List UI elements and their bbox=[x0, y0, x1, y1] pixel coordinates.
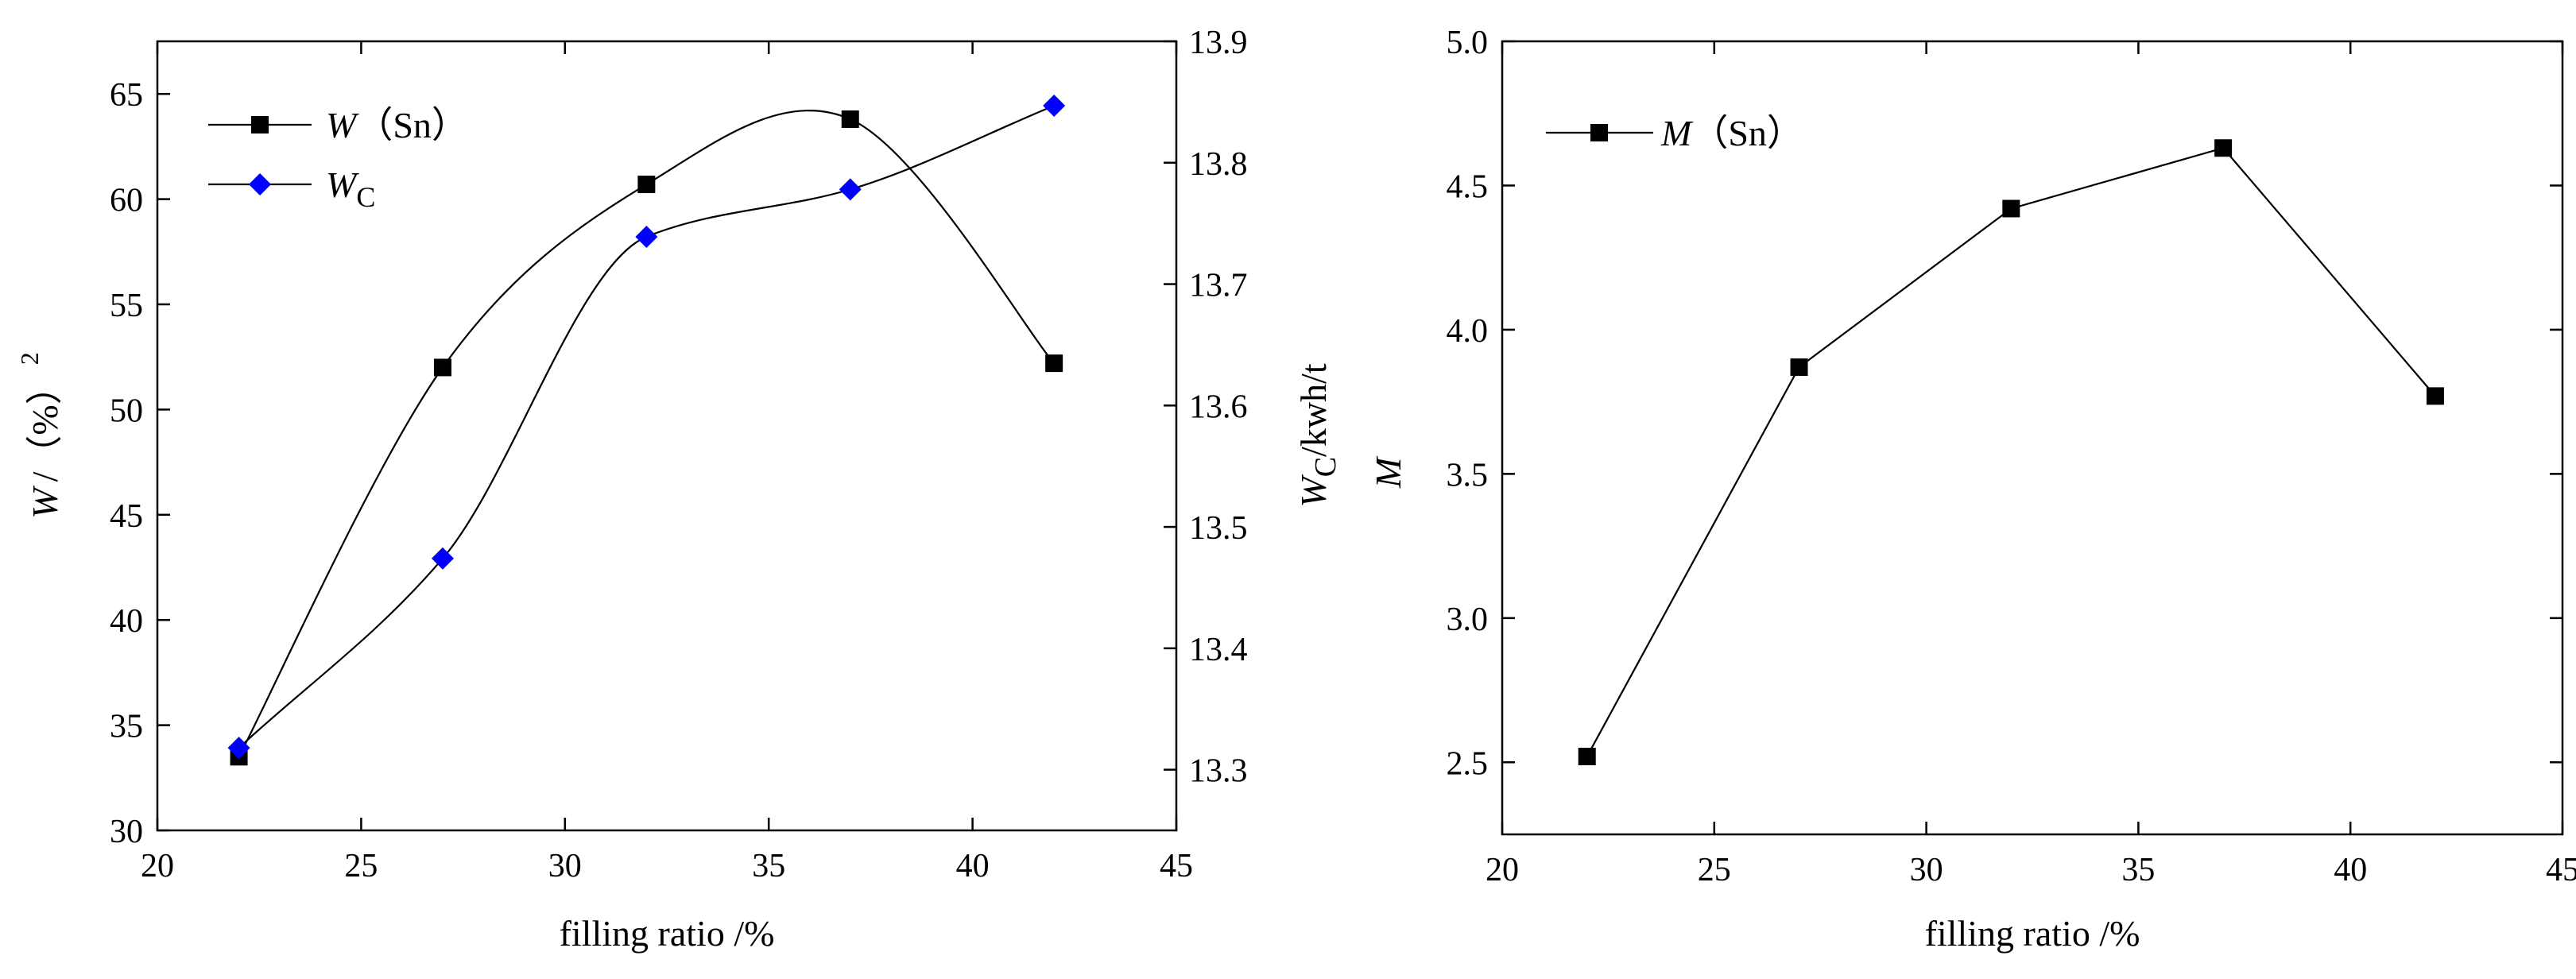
series-markers bbox=[1578, 139, 2444, 766]
data-point-diamond bbox=[1043, 94, 1066, 117]
x-tick-label: 20 bbox=[1486, 852, 1519, 888]
legend-marker-diamond bbox=[249, 173, 271, 195]
data-point-square bbox=[1045, 354, 1063, 373]
y-tick-label: 3.5 bbox=[1447, 457, 1489, 493]
y2-tick-label: 13.4 bbox=[1189, 632, 1248, 668]
y-axis-label-unit: /（%） bbox=[25, 368, 65, 482]
legend-label-m: M（Sn） bbox=[1660, 113, 1803, 153]
y-tick-label: 30 bbox=[110, 814, 143, 850]
data-point-diamond bbox=[227, 737, 250, 760]
data-point-square bbox=[1790, 358, 1808, 377]
y-axis-label-superscript: 2 bbox=[15, 352, 44, 365]
y-axis-ticks: 2.5 3.0 3.5 4.0 4.5 5.0 bbox=[1447, 25, 2562, 782]
x-axis-ticks: 20 25 30 35 40 45 bbox=[141, 41, 1193, 884]
x-axis-label: filling ratio /% bbox=[560, 913, 775, 954]
y-tick-label: 55 bbox=[110, 288, 143, 324]
y-tick-label: 40 bbox=[110, 603, 143, 640]
data-point-diamond bbox=[635, 225, 658, 248]
legend-item-m: M（Sn） bbox=[1546, 113, 1803, 153]
series-curves bbox=[1586, 147, 2436, 757]
x-tick-label: 40 bbox=[2334, 852, 2367, 888]
y2-tick-label: 13.8 bbox=[1189, 146, 1248, 183]
legend-label-w-rest: （Sn） bbox=[356, 105, 468, 145]
legend-label-wc-subscript: C bbox=[356, 181, 375, 213]
legend-item-wc: WC bbox=[208, 164, 375, 213]
series-markers bbox=[227, 94, 1066, 766]
legend: W（Sn） WC bbox=[208, 105, 468, 213]
data-point-square bbox=[637, 176, 656, 194]
data-point-square bbox=[2002, 199, 2020, 218]
legend-label-wc: WC bbox=[326, 164, 375, 213]
y2-tick-label: 13.5 bbox=[1189, 510, 1248, 547]
x-axis-label: filling ratio /% bbox=[1925, 913, 2140, 954]
y-axis-label: M bbox=[1368, 455, 1408, 489]
y2-axis-label: WC/kwh/t bbox=[1293, 363, 1342, 507]
y2-tick-label: 13.3 bbox=[1189, 753, 1248, 790]
data-point-diamond bbox=[431, 547, 454, 570]
y2-tick-label: 13.9 bbox=[1189, 25, 1248, 61]
y2-axis-label-symbol: W bbox=[1293, 474, 1334, 508]
legend-marker-square bbox=[251, 116, 269, 134]
y-tick-label: 60 bbox=[110, 183, 143, 219]
legend-item-w: W（Sn） bbox=[208, 105, 468, 145]
x-tick-label: 25 bbox=[1698, 852, 1731, 888]
y-axis-ticks: 30 35 40 45 50 55 60 65 bbox=[110, 77, 170, 850]
y-tick-label: 5.0 bbox=[1447, 25, 1489, 61]
y-axis-label: W /（%） 2 bbox=[15, 352, 65, 518]
chart-right: 20 25 30 35 40 45 2.5 3.0 3.5 4.0 4.5 5.0 filling … bbox=[1368, 25, 2576, 954]
x-tick-label: 45 bbox=[2546, 852, 2576, 888]
y-tick-label: 2.5 bbox=[1447, 745, 1489, 782]
x-tick-label: 30 bbox=[548, 848, 582, 884]
series-line-1 bbox=[1586, 147, 2436, 757]
y-tick-label: 4.0 bbox=[1447, 313, 1489, 350]
y-tick-label: 50 bbox=[110, 393, 143, 429]
data-point-square bbox=[841, 110, 859, 128]
legend-label-wc-symbol: W bbox=[326, 164, 359, 205]
x-tick-label: 35 bbox=[752, 848, 785, 884]
data-point-square bbox=[2214, 139, 2233, 157]
data-point-diamond bbox=[839, 178, 862, 201]
legend-label-m-symbol: M bbox=[1660, 113, 1694, 153]
x-tick-label: 20 bbox=[141, 848, 174, 884]
y-tick-label: 3.0 bbox=[1447, 602, 1489, 638]
series-line-1 bbox=[238, 110, 1056, 757]
x-tick-label: 35 bbox=[2121, 852, 2155, 888]
x-tick-label: 30 bbox=[1910, 852, 1943, 888]
y2-tick-label: 13.7 bbox=[1189, 268, 1248, 304]
y2-axis-label-unit: /kwh/t bbox=[1293, 363, 1334, 457]
data-point-square bbox=[433, 358, 451, 377]
x-tick-label: 40 bbox=[956, 848, 990, 884]
y-axis-label-symbol: W bbox=[25, 486, 65, 519]
legend: M（Sn） bbox=[1546, 113, 1803, 153]
y-tick-label: 35 bbox=[110, 709, 143, 745]
series-curves bbox=[238, 104, 1056, 757]
y2-axis-ticks: 13.3 13.4 13.5 13.6 13.7 13.8 13.9 bbox=[1164, 25, 1248, 790]
y2-tick-label: 13.6 bbox=[1189, 389, 1248, 425]
legend-label-w: W（Sn） bbox=[326, 105, 468, 145]
legend-marker-square bbox=[1590, 124, 1608, 141]
data-point-square bbox=[2426, 387, 2444, 405]
x-tick-label: 45 bbox=[1160, 848, 1193, 884]
plot-frame bbox=[156, 40, 1178, 832]
legend-label-w-symbol: W bbox=[326, 105, 359, 145]
y-tick-label: 65 bbox=[110, 77, 143, 114]
y-tick-label: 4.5 bbox=[1447, 168, 1489, 205]
x-tick-label: 25 bbox=[344, 848, 378, 884]
y-tick-label: 45 bbox=[110, 498, 143, 535]
data-point-square bbox=[1578, 748, 1596, 766]
legend-label-m-rest: （Sn） bbox=[1691, 113, 1803, 153]
plot-frame bbox=[1501, 40, 2564, 836]
series-line-2 bbox=[238, 104, 1055, 749]
y2-axis-label-subscript: C bbox=[1309, 457, 1342, 477]
x-axis-ticks: 20 25 30 35 40 45 bbox=[1486, 41, 2576, 888]
